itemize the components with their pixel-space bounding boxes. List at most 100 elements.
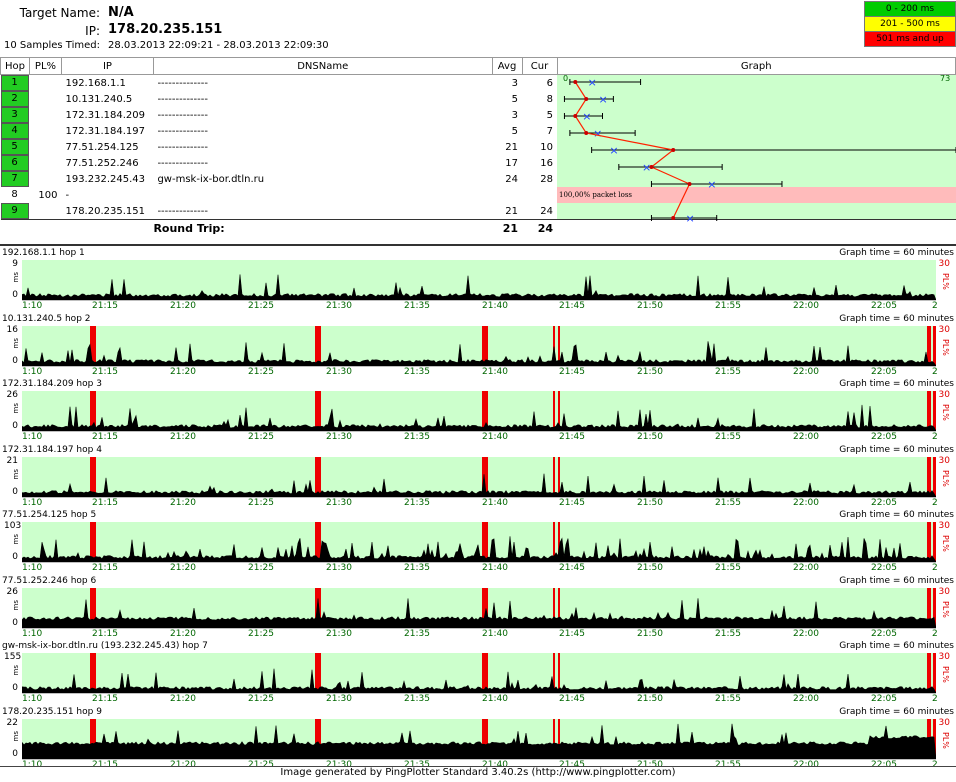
hop-number[interactable]: 2 xyxy=(0,91,29,107)
hop-pl xyxy=(29,91,61,107)
hop-number[interactable]: 6 xyxy=(0,155,29,171)
hop-dns: gw-msk-ix-bor.dtln.ru xyxy=(157,173,265,185)
loss-bar xyxy=(315,718,321,759)
hop-ip: 10.131.240.5 xyxy=(65,93,133,105)
col-graph[interactable]: Graph xyxy=(556,57,956,75)
panel-ymax: 26 xyxy=(6,390,18,400)
col-pl[interactable]: PL% xyxy=(28,57,62,75)
hop-dns: -------------- xyxy=(157,109,208,121)
time-label: 21:30 xyxy=(326,694,352,704)
time-label: 21:20 xyxy=(170,759,196,770)
hop-row[interactable]: 1 192.168.1.1 -------------- 3 6 xyxy=(0,74,956,91)
time-label: 1:10 xyxy=(22,432,43,442)
latency-trace xyxy=(22,456,936,497)
loss-bar xyxy=(90,522,96,562)
hop-row[interactable]: 5 77.51.254.125 -------------- 21 10 xyxy=(0,139,956,155)
time-label: 21:35 xyxy=(404,563,430,573)
hop-number[interactable]: 1 xyxy=(0,75,29,91)
hop-row[interactable]: 2 10.131.240.5 -------------- 5 8 xyxy=(0,91,956,107)
hop-graph-cell xyxy=(557,203,956,220)
loss-bar xyxy=(927,653,931,693)
time-label: 21:50 xyxy=(637,301,663,311)
hop-number[interactable]: 4 xyxy=(0,123,29,139)
hop-ip: 77.51.252.246 xyxy=(65,157,139,169)
hop-dns: -------------- xyxy=(157,157,208,169)
panel-y0: 0 xyxy=(12,355,18,366)
hop-pl xyxy=(29,139,61,155)
time-label: 1:10 xyxy=(22,628,43,639)
footer-credit[interactable]: Image generated by PingPlotter Standard … xyxy=(0,766,956,778)
time-label: 21:30 xyxy=(326,301,352,311)
hop-row[interactable]: 3 172.31.184.209 -------------- 3 5 xyxy=(0,107,956,123)
trace-graph: ×××××××× xyxy=(563,76,956,225)
hop-number[interactable]: 8 xyxy=(0,187,29,203)
hop-dns xyxy=(153,187,492,203)
loss-bar xyxy=(553,456,555,497)
loss-bar xyxy=(315,456,321,497)
panel-graph-time: Graph time = 60 minutes xyxy=(839,248,954,258)
loss-bar xyxy=(553,391,555,431)
time-label: 21:50 xyxy=(637,694,663,704)
hop-row[interactable]: 8 100- 100,00% packet loss xyxy=(0,187,956,203)
hop-graph-cell xyxy=(557,91,956,107)
time-label: 21:15 xyxy=(92,301,118,311)
col-dns[interactable]: DNSName xyxy=(152,57,493,75)
loss-bar xyxy=(482,391,488,431)
time-label: 22:05 xyxy=(871,301,897,311)
time-label: 21:30 xyxy=(326,366,352,377)
panel-ymax: 16 xyxy=(6,324,18,335)
loss-bar xyxy=(933,587,936,628)
panel-y0: 0 xyxy=(12,290,18,300)
col-hop[interactable]: Hop xyxy=(0,57,30,75)
panel-title: 172.31.184.197 hop 4 xyxy=(2,444,102,455)
ip-label: IP: xyxy=(85,24,100,38)
hop-avg: 3 xyxy=(511,77,519,89)
hop-number[interactable]: 7 xyxy=(0,171,29,187)
panel-y0: 0 xyxy=(12,421,18,431)
panel-pl-max: 30 xyxy=(938,324,950,335)
time-label: 21:45 xyxy=(559,497,585,508)
time-label: 21:20 xyxy=(170,301,196,311)
time-label: 21:35 xyxy=(404,301,430,311)
time-label: 21:30 xyxy=(326,497,352,508)
loss-bar xyxy=(933,456,936,497)
time-label: 22:05 xyxy=(871,432,897,442)
loss-bar xyxy=(90,653,96,693)
hop-number[interactable]: 5 xyxy=(0,139,29,155)
loss-bar xyxy=(558,718,560,759)
target-name-label: Target Name: xyxy=(19,6,100,20)
panel-title: 10.131.240.5 hop 2 xyxy=(2,313,91,324)
col-avg[interactable]: Avg xyxy=(491,57,523,75)
time-label: 21:40 xyxy=(482,366,508,377)
hop-ip: 77.51.254.125 xyxy=(65,141,139,153)
col-ip[interactable]: IP xyxy=(60,57,154,75)
hop-row[interactable]: 7 193.232.245.43 gw-msk-ix-bor.dtln.ru 24 28 xyxy=(0,171,956,187)
loss-bar xyxy=(933,718,936,759)
time-label: 21:55 xyxy=(715,497,741,508)
hop-number[interactable]: 9 xyxy=(0,203,29,219)
hop-row[interactable]: 4 172.31.184.197 -------------- 5 7 xyxy=(0,123,956,139)
hop-cur: 10 xyxy=(540,141,553,153)
panel-graph-time: Graph time = 60 minutes xyxy=(839,379,954,389)
panel-plot xyxy=(22,391,936,431)
hop-pl xyxy=(29,107,61,123)
round-trip-row: Round Trip: 21 24 xyxy=(0,219,956,236)
hop-cur xyxy=(522,187,557,203)
hop-graph-cell xyxy=(557,139,956,155)
latency-trace xyxy=(22,587,936,628)
time-label: 21:15 xyxy=(92,628,118,639)
panel-plot xyxy=(22,260,936,300)
time-label: 21:40 xyxy=(482,563,508,573)
time-label: 22:00 xyxy=(793,497,819,508)
time-label: 21:55 xyxy=(715,759,741,770)
samples-label: 10 Samples Timed: xyxy=(4,40,100,51)
col-cur[interactable]: Cur xyxy=(521,57,558,75)
time-label: 22:00 xyxy=(793,759,819,770)
time-label: 21:55 xyxy=(715,563,741,573)
time-label: 21:30 xyxy=(326,432,352,442)
time-label: 22:05 xyxy=(871,366,897,377)
hop-number[interactable]: 3 xyxy=(0,107,29,123)
hop-cur: 5 xyxy=(546,109,553,121)
time-label: 2 xyxy=(932,366,938,377)
hop-row[interactable]: 9 178.20.235.151 -------------- 21 24 xyxy=(0,203,956,220)
